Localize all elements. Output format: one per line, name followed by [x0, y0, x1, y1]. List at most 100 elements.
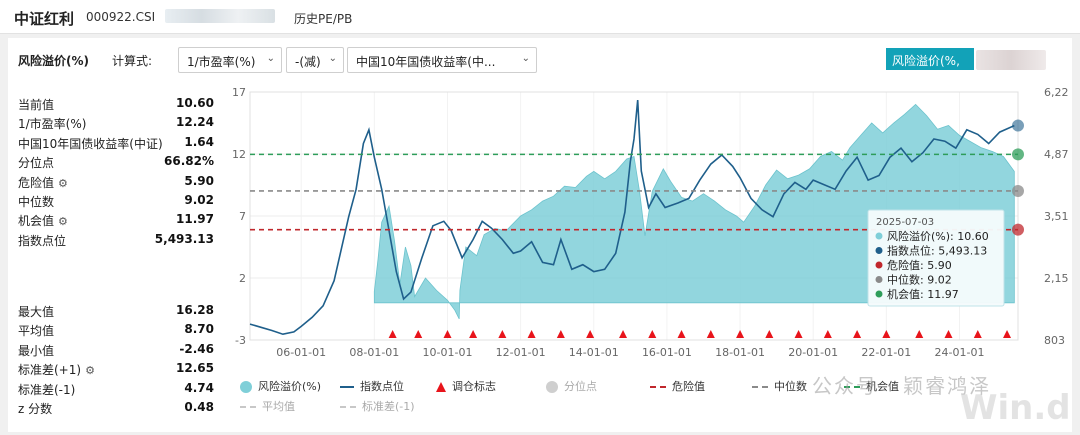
gear-icon[interactable]: ⚙	[58, 215, 68, 229]
y-left-tick: 17	[232, 86, 246, 99]
legend-item[interactable]: 机会值	[844, 378, 899, 394]
tooltip-row: 风险溢价(%): 10.60	[887, 229, 989, 243]
chevron-down-icon: ⌄	[328, 53, 337, 64]
adjust-marker	[736, 330, 745, 338]
y-left-tick: -3	[235, 334, 246, 347]
stat-row: 机会值 ⚙ 11.97	[18, 212, 214, 230]
legend-item[interactable]: 中位数	[752, 378, 807, 394]
stat-value: 12.24	[176, 115, 214, 130]
tooltip-dot	[875, 276, 883, 283]
legend-marker	[240, 406, 256, 408]
stat-value: 0.48	[184, 400, 214, 414]
gear-icon[interactable]: ⚙	[58, 176, 68, 190]
tooltip-date: 2025-07-03	[876, 217, 934, 228]
legend-label: 中位数	[774, 380, 807, 393]
adjust-marker	[823, 330, 832, 338]
stat-label: 标准差(-1)	[18, 382, 76, 397]
y-left-tick: 2	[239, 272, 246, 285]
x-tick: 06-01-01	[276, 346, 326, 359]
stat-label: 当前值	[18, 98, 55, 112]
stat-value: 12.65	[176, 361, 214, 376]
x-tick: 18-01-01	[715, 346, 765, 359]
stat-value: 5,493.13	[154, 231, 214, 246]
tooltip-row: 中位数: 9.02	[887, 273, 952, 287]
gear-icon[interactable]: ⚙	[85, 364, 95, 378]
tooltip-dot	[875, 232, 883, 240]
tab-history-pe-pb[interactable]: 历史PE/PB	[294, 12, 353, 26]
x-tick: 14-01-01	[569, 346, 619, 359]
stat-row: z 分数 0.48	[18, 400, 214, 418]
legend-marker	[844, 386, 860, 388]
select-operator[interactable]: -(减) ⌄	[286, 47, 344, 73]
stat-value: 8.70	[184, 322, 214, 337]
blurred-area	[976, 50, 1046, 70]
stat-row: 标准差(-1) 4.74	[18, 381, 214, 399]
tooltip-row: 危险值: 5.90	[887, 258, 952, 272]
stat-label: 平均值	[18, 324, 55, 339]
stat-value: 66.82%	[164, 154, 214, 169]
legend-marker	[546, 381, 558, 393]
adjust-marker	[414, 330, 423, 338]
legend-marker	[340, 406, 356, 408]
index-end-marker	[1012, 119, 1024, 132]
stat-row: 当前值 10.60	[18, 96, 214, 114]
index-name: 中证红利	[14, 10, 75, 28]
y-right-tick: 4,871	[1044, 148, 1068, 161]
stat-value: 1.64	[184, 134, 214, 149]
stat-row: 1/市盈率(%) 12.24	[18, 115, 214, 133]
y-left-tick: 12	[232, 148, 246, 161]
legend-item[interactable]: 分位点	[546, 378, 597, 394]
legend-marker	[340, 386, 354, 388]
legend-item[interactable]: 指数点位	[340, 378, 404, 394]
series-area-risk-premium	[373, 103, 1015, 320]
chart-legend: 风险溢价(%) 指数点位 调仓标志 分位点 危险值 中位数 机会值平均值 标准差(-1)	[240, 378, 1060, 418]
adjust-marker	[915, 330, 924, 338]
median-line-end-marker	[1012, 184, 1024, 197]
stat-value: 11.97	[176, 212, 214, 227]
adjust-marker	[586, 330, 595, 338]
legend-marker	[436, 382, 446, 392]
legend-label: 调仓标志	[452, 380, 496, 393]
adjust-marker	[556, 330, 565, 338]
tooltip-dot	[875, 247, 883, 254]
x-tick: 20-01-01	[788, 346, 838, 359]
risk-premium-chart[interactable]: 17 12 7 2 -3 6,227 4,871 3,515 2,159 803 06-01-01 0…	[232, 78, 1068, 378]
x-tick: 16-01-01	[642, 346, 692, 359]
legend-label: 平均值	[262, 400, 295, 413]
adjust-marker	[677, 330, 686, 338]
x-tick: 10-01-01	[423, 346, 473, 359]
stat-value: 10.60	[176, 96, 214, 110]
chevron-down-icon: ⌄	[521, 53, 530, 64]
y-right-tick: 3,515	[1044, 210, 1068, 223]
series-badge[interactable]: 风险溢价(%,	[886, 48, 974, 70]
stat-row: 中位数 9.02	[18, 193, 214, 211]
legend-item[interactable]: 标准差(-1)	[340, 398, 415, 414]
select-earnings-yield-value: 1/市盈率(%)	[187, 55, 256, 69]
adjust-marker	[498, 330, 507, 338]
stat-row: 标准差(+1) ⚙ 12.65	[18, 361, 214, 379]
select-operator-value: -(减)	[295, 55, 321, 69]
select-bond-yield[interactable]: 中国10年国债收益率(中... ⌄	[347, 47, 537, 73]
legend-item[interactable]: 风险溢价(%)	[240, 378, 321, 394]
legend-label: 机会值	[866, 380, 899, 393]
metric-label: 风险溢价(%)	[18, 54, 89, 68]
stat-label: z 分数	[18, 402, 53, 416]
tooltip-dot	[875, 261, 883, 269]
stat-row: 分位点 66.82%	[18, 154, 214, 172]
legend-item[interactable]: 危险值	[650, 378, 705, 394]
adjust-marker	[973, 330, 982, 338]
stat-value: 9.02	[184, 193, 214, 207]
select-bond-yield-value: 中国10年国债收益率(中...	[356, 55, 496, 69]
y-left-tick: 7	[239, 210, 246, 223]
stat-value: 4.74	[184, 380, 214, 395]
x-tick: 08-01-01	[349, 346, 399, 359]
legend-item[interactable]: 平均值	[240, 398, 295, 414]
tooltip-dot	[875, 290, 883, 298]
stat-row: 指数点位 5,493.13	[18, 232, 214, 250]
stat-label: 危险值 ⚙	[18, 175, 68, 190]
series-line-index	[249, 100, 1015, 336]
legend-item[interactable]: 调仓标志	[436, 378, 496, 394]
chevron-down-icon: ⌄	[266, 53, 275, 64]
y-right-tick: 803	[1044, 334, 1065, 347]
select-earnings-yield[interactable]: 1/市盈率(%) ⌄	[178, 47, 282, 73]
